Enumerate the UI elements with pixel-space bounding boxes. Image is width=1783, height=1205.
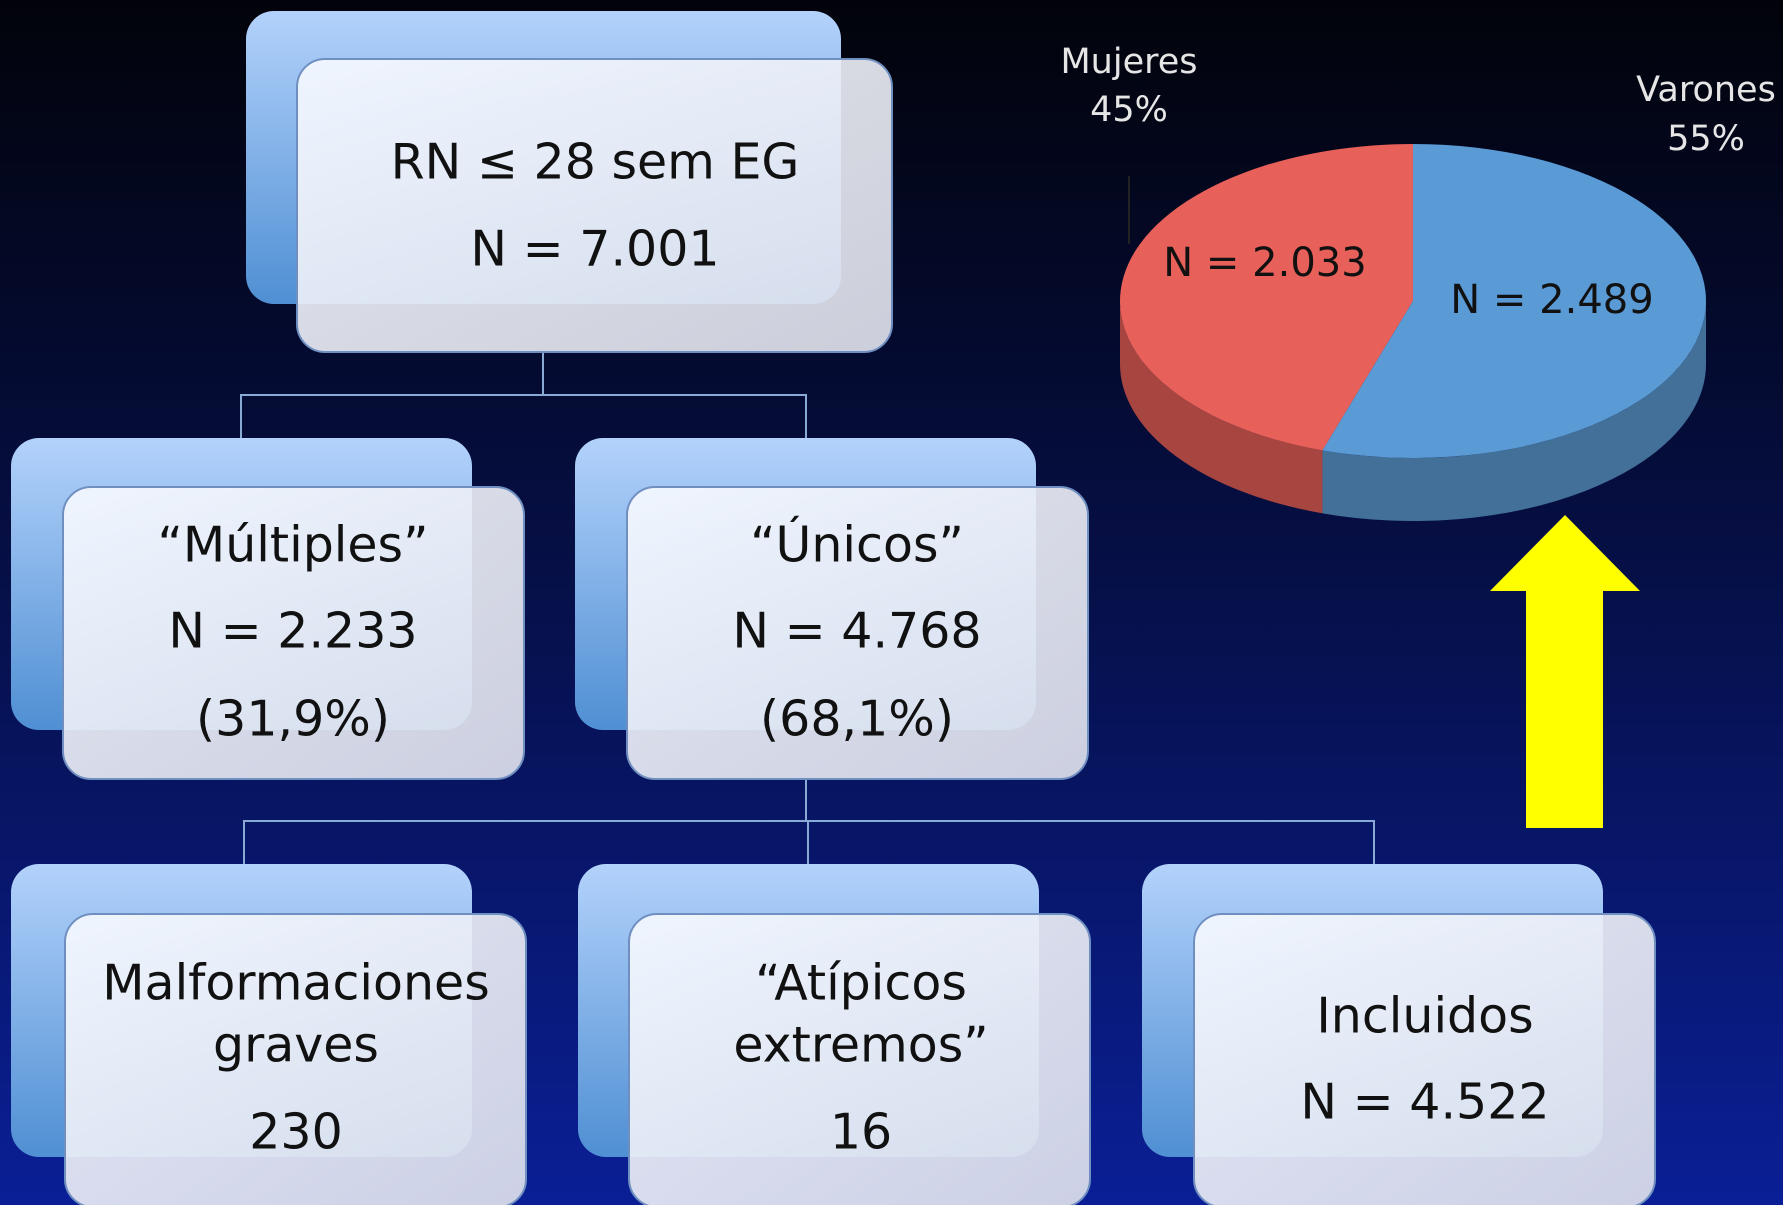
node-text: Incluidos <box>1316 988 1533 1045</box>
slice <box>1119 144 1413 451</box>
node-text: “Únicos” <box>750 515 964 574</box>
node-text: graves <box>213 1017 379 1074</box>
legend-label: Varones <box>1636 70 1776 110</box>
slice-side <box>1120 301 1323 514</box>
legend-label: Mujeres <box>1060 42 1197 82</box>
node-front <box>626 486 1089 780</box>
pie-chart: Mujeres 45% N = 2.033 Varones 55% N = 2.489 <box>1060 42 1776 521</box>
value-label: 45% <box>1090 90 1168 130</box>
node: “Múltiples” N = 2.233 (31,9%) <box>11 438 525 780</box>
connector <box>243 779 1375 864</box>
count-label: N = 2.489 <box>1450 277 1653 323</box>
node-text: extremos” <box>733 1017 988 1074</box>
node: RN ≤ 28 sem EG N = 7.001 <box>246 11 893 353</box>
slice <box>1322 144 1706 458</box>
node-front <box>62 486 525 780</box>
node-front <box>296 58 893 353</box>
node-front <box>64 913 527 1205</box>
node-text: (68,1%) <box>760 691 954 748</box>
node: “Únicos” N = 4.768 (68,1%) <box>575 438 1089 780</box>
node-text: 230 <box>249 1104 343 1161</box>
node-text: “Atípicos <box>755 955 967 1012</box>
node-text: N = 7.001 <box>470 221 719 278</box>
node-text: N = 4.522 <box>1300 1074 1549 1131</box>
value-label: 55% <box>1667 119 1745 159</box>
node-front <box>1193 913 1656 1205</box>
node-text: N = 2.233 <box>168 603 417 660</box>
node-text: “Múltiples” <box>158 517 429 574</box>
node-text: 16 <box>830 1104 892 1161</box>
node-front <box>628 913 1091 1205</box>
count-label: N = 2.033 <box>1163 240 1366 286</box>
node-text: N = 4.768 <box>732 603 981 660</box>
node-text: RN ≤ 28 sem EG <box>391 134 800 191</box>
node: Incluidos N = 4.522 <box>1142 864 1656 1205</box>
slice-side <box>1322 301 1706 521</box>
node-text: (31,9%) <box>196 691 390 748</box>
node-text: Malformaciones <box>102 955 489 1012</box>
connector <box>240 351 807 438</box>
arrow <box>1490 515 1640 828</box>
boxes: RN ≤ 28 sem EG N = 7.001 “Múltiples” N = 2.… <box>11 11 1656 1205</box>
connectors <box>240 351 1375 864</box>
